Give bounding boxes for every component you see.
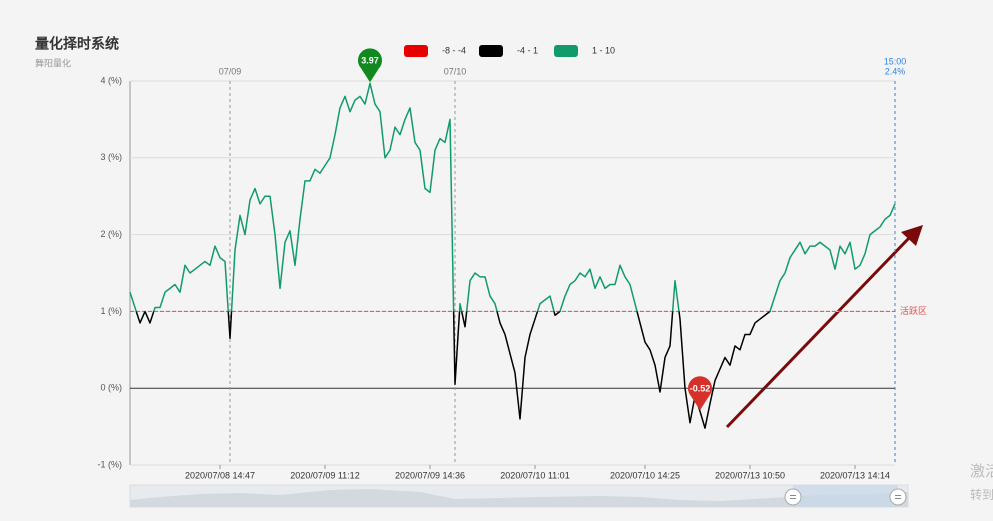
zoom-window[interactable] xyxy=(793,485,898,507)
legend-swatch xyxy=(404,45,428,57)
data-zoom[interactable] xyxy=(129,484,909,508)
chart-subtitle: 舞阳量化 xyxy=(35,57,71,68)
mark-pin xyxy=(357,48,383,83)
arrow-shaft xyxy=(725,235,912,429)
mark-pin xyxy=(688,376,713,411)
chart-title: 量化择时系统 xyxy=(35,36,119,52)
legend-swatch xyxy=(554,45,578,57)
y-tick-label: 2 (%) xyxy=(100,229,122,239)
pin-label: 3.97 xyxy=(361,56,379,66)
series-line xyxy=(129,82,896,429)
x-tick-label: 2020/07/13 14:14 xyxy=(820,470,890,480)
handle-grip xyxy=(895,495,901,499)
annotation-arrow xyxy=(725,225,923,429)
watermark: 转到 xyxy=(970,487,993,502)
x-tick-label: 2020/07/09 14:36 xyxy=(395,470,465,480)
y-tick-label: 4 (%) xyxy=(100,75,122,85)
y-tick-label: -1 (%) xyxy=(98,459,123,469)
zoom-silhouette xyxy=(130,489,908,507)
legend-swatch xyxy=(479,45,503,57)
pin-label: -0.52 xyxy=(690,384,711,394)
x-tick-label: 2020/07/10 11:01 xyxy=(500,470,569,480)
zoom-handle[interactable] xyxy=(889,488,907,506)
mark-line-label: 活跃区 xyxy=(900,305,927,316)
y-tick-label: 3 (%) xyxy=(100,152,122,162)
y-tick-label: 0 (%) xyxy=(100,383,122,393)
top-label: 07/10 xyxy=(444,66,467,76)
legend-label: -8 - -4 xyxy=(442,45,466,55)
legend-label: -4 - 1 xyxy=(517,45,538,55)
x-tick-label: 2020/07/13 10:50 xyxy=(715,470,785,480)
x-tick-label: 2020/07/09 11:12 xyxy=(290,470,359,480)
top-label: 07/09 xyxy=(219,66,242,76)
arrow-head xyxy=(901,225,923,246)
legend-label: 1 - 10 xyxy=(592,45,615,55)
y-tick-label: 1 (%) xyxy=(100,306,122,316)
watermark: 激活 xyxy=(970,463,993,480)
zoom-handle[interactable] xyxy=(784,488,802,506)
x-tick-label: 2020/07/10 14:25 xyxy=(610,470,680,480)
top-label: 15:00 xyxy=(884,56,907,66)
handle-grip xyxy=(790,495,796,499)
end-value-label: 2.4% xyxy=(885,66,906,76)
x-tick-label: 2020/07/08 14:47 xyxy=(185,470,255,480)
